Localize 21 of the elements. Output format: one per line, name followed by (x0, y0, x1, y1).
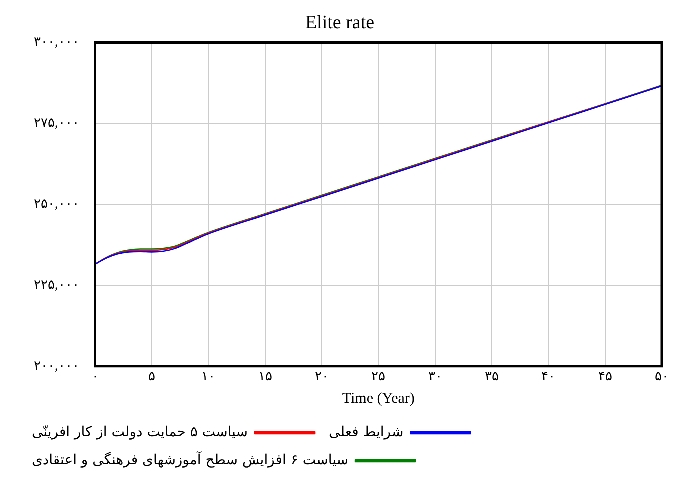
x-tick-label: ۵۰ (655, 368, 669, 384)
x-tick-label: ۴۵ (598, 368, 612, 384)
y-tick-label: ۲۰۰,۰۰۰ (34, 358, 80, 373)
x-tick-label: ۵ (148, 368, 156, 384)
x-axis-title: Time (Year) (342, 390, 415, 407)
x-tick-label: ۴۰ (542, 368, 556, 384)
y-tick-label: ۲۷۵,۰۰۰ (34, 115, 80, 130)
x-tick-label: ۰ (92, 368, 99, 384)
x-tick-label: ۳۰ (428, 368, 442, 384)
legend-label: سیاست ۵ حمایت دولت از کار افرینّی (32, 424, 248, 441)
chart-title: Elite rate (305, 12, 375, 34)
y-tick-label: ۲۵۰,۰۰۰ (34, 196, 80, 212)
y-tick-label: ۲۲۵,۰۰۰ (34, 276, 80, 292)
x-tick-label: ۳۵ (484, 368, 499, 384)
legend-label: سیاست ۶ افزایش سطح آموزشهای فرهنگی و اعتقادی (32, 450, 349, 469)
x-tick-label: ۱۵ (258, 368, 272, 384)
x-tick-label: ۲۵ (372, 368, 386, 384)
x-tick-label: ۲۰ (314, 368, 329, 384)
y-tick-label: ۳۰۰,۰۰۰ (34, 34, 80, 50)
legend-label: شرایط فعلی (329, 424, 404, 441)
x-tick-label: ۱۰ (202, 368, 216, 384)
